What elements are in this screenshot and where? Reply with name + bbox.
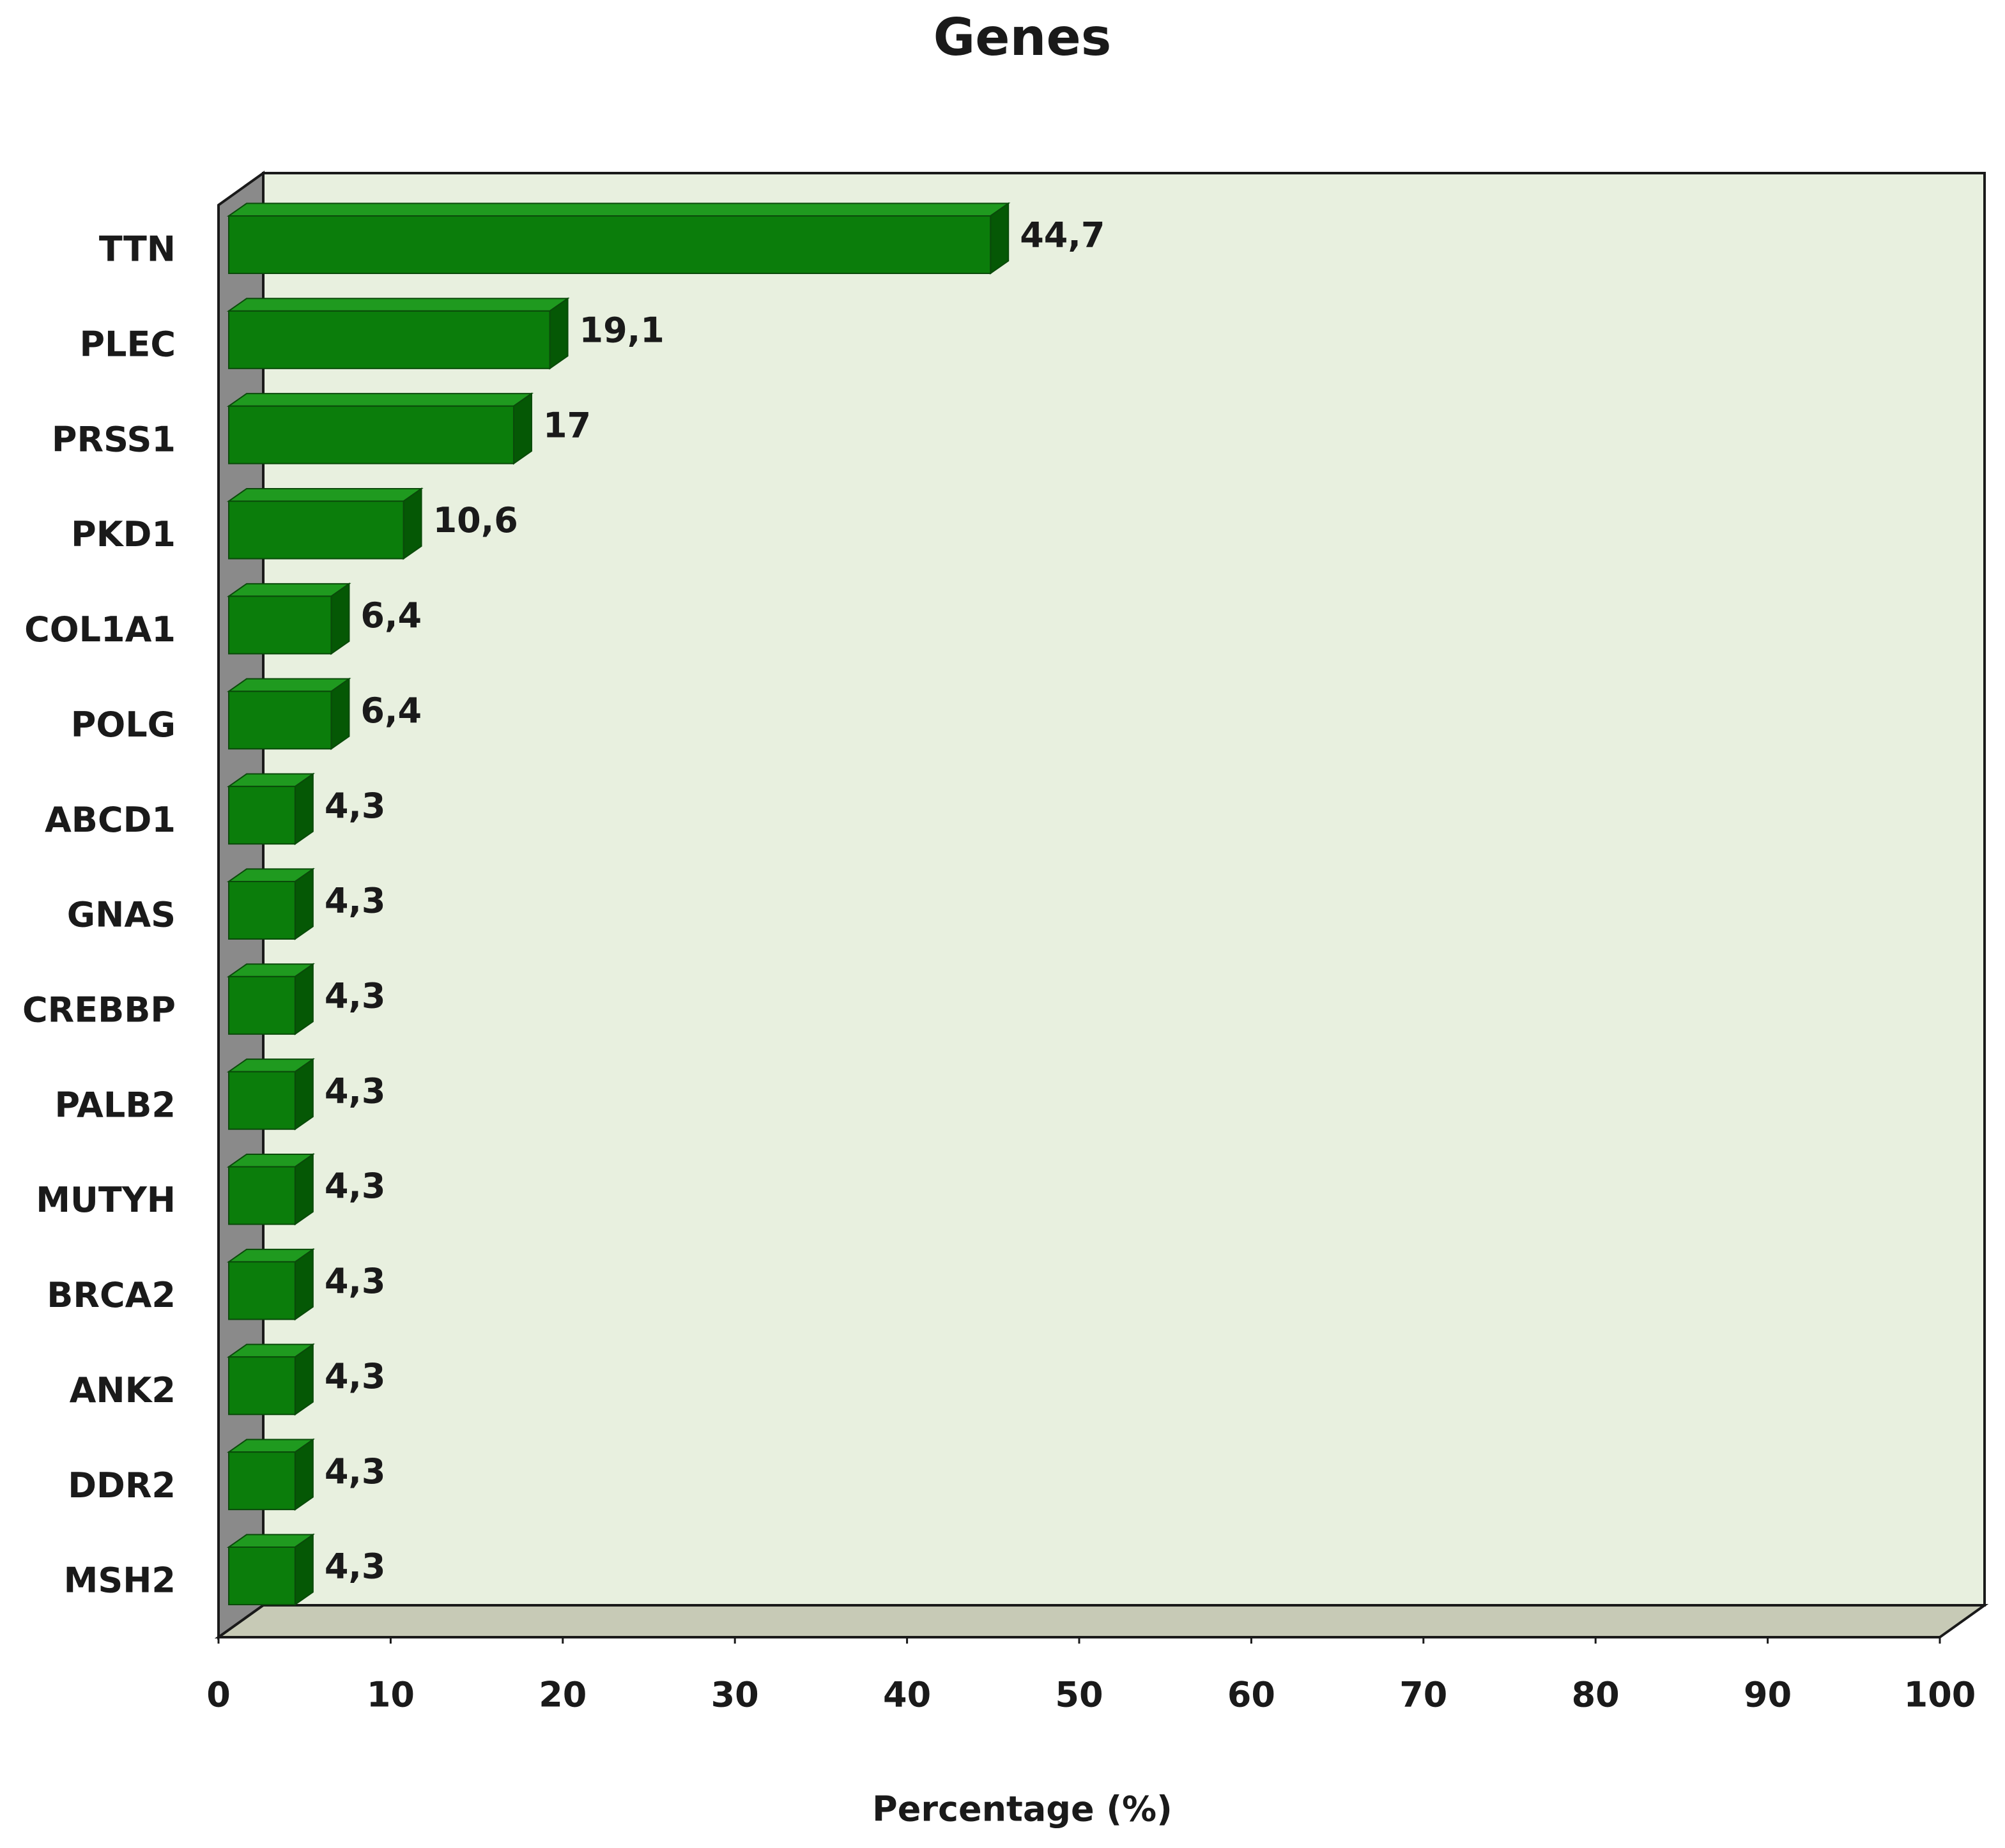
x-tick-label: 50 [1055,1675,1103,1715]
bar-top [226,298,570,312]
value-label: 4,3 [325,1451,386,1492]
bar-side [330,677,350,751]
value-label: 6,4 [360,691,422,731]
bar-side [294,1533,314,1606]
back-wall [262,172,1986,1607]
bar-side [294,1438,314,1511]
bar-side [294,1343,314,1416]
value-label: 4,3 [325,1071,386,1111]
y-tick-label: PALB2 [54,1085,176,1125]
bar [228,1546,296,1605]
bar-side [549,297,569,370]
y-tick-label: TTN [99,229,176,270]
bar [228,881,296,940]
value-label: 4,3 [325,881,386,921]
bar [228,1071,296,1130]
value-label: 10,6 [433,500,518,540]
bar [228,215,992,274]
bar-side [512,392,532,465]
y-tick-label: PKD1 [71,514,176,554]
y-tick-label: COL1A1 [24,609,176,650]
bar [228,1451,296,1511]
bar-side [294,1058,314,1131]
floor [214,1604,1989,1638]
bar-top [226,678,351,692]
y-tick-label: ANK2 [70,1370,176,1410]
y-tick-label: MUTYH [36,1180,176,1220]
y-tick-label: PRSS1 [52,419,176,459]
bar-side [294,867,314,940]
value-label: 4,3 [325,1356,386,1396]
bar-side [403,487,422,560]
bar [228,786,296,845]
bar [228,1261,296,1320]
bar [228,310,551,369]
value-label: 4,3 [325,975,386,1016]
bar [228,1356,296,1416]
y-tick-label: CREBBP [22,989,176,1030]
bar-top [226,393,534,407]
bar [228,500,404,560]
value-label: 6,4 [360,595,422,636]
value-label: 4,3 [325,786,386,826]
value-label: 4,3 [325,1166,386,1206]
bar [228,595,332,655]
bar [228,691,332,750]
x-axis-title: Percentage (%) [872,1789,1172,1829]
bar-side [294,1153,314,1226]
value-label: 44,7 [1020,215,1105,256]
y-tick-label: POLG [71,705,176,745]
bar-side [294,963,314,1035]
x-tick-label: 0 [206,1675,231,1715]
y-tick-label: ABCD1 [45,800,176,840]
bar-side [294,772,314,846]
value-label: 4,3 [325,1261,386,1301]
x-tick-label: 70 [1399,1675,1447,1715]
bar-top [226,583,351,597]
y-tick-label: BRCA2 [47,1275,176,1315]
value-label: 4,3 [325,1546,386,1587]
value-label: 19,1 [580,310,664,350]
x-tick-label: 80 [1572,1675,1620,1715]
bar [228,1166,296,1225]
y-tick-label: DDR2 [68,1465,176,1506]
x-tick-label: 100 [1904,1675,1976,1715]
x-tick-label: 90 [1744,1675,1792,1715]
x-tick-label: 40 [883,1675,931,1715]
bar [228,975,296,1035]
bar-side [294,1248,314,1321]
chart-title: Genes [933,8,1112,67]
y-tick-label: MSH2 [64,1561,176,1601]
bar-top [226,487,424,502]
y-tick-label: PLEC [79,324,176,364]
bar-top [226,202,1011,217]
bar-side [990,202,1010,275]
y-tick-label: GNAS [67,895,176,935]
x-tick-label: 30 [711,1675,759,1715]
x-tick-label: 20 [539,1675,587,1715]
x-tick-label: 10 [367,1675,415,1715]
value-label: 17 [543,405,591,445]
bar [228,405,514,464]
bar-side [330,582,350,655]
x-tick-label: 60 [1227,1675,1275,1715]
